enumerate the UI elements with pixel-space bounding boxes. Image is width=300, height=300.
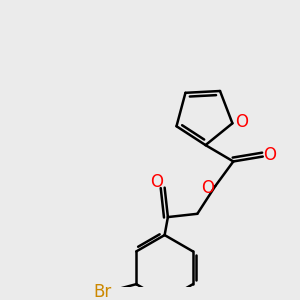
Text: O: O xyxy=(150,173,163,191)
Text: O: O xyxy=(263,146,277,164)
Text: O: O xyxy=(235,113,248,131)
Text: O: O xyxy=(201,178,214,196)
Text: Br: Br xyxy=(94,283,112,300)
